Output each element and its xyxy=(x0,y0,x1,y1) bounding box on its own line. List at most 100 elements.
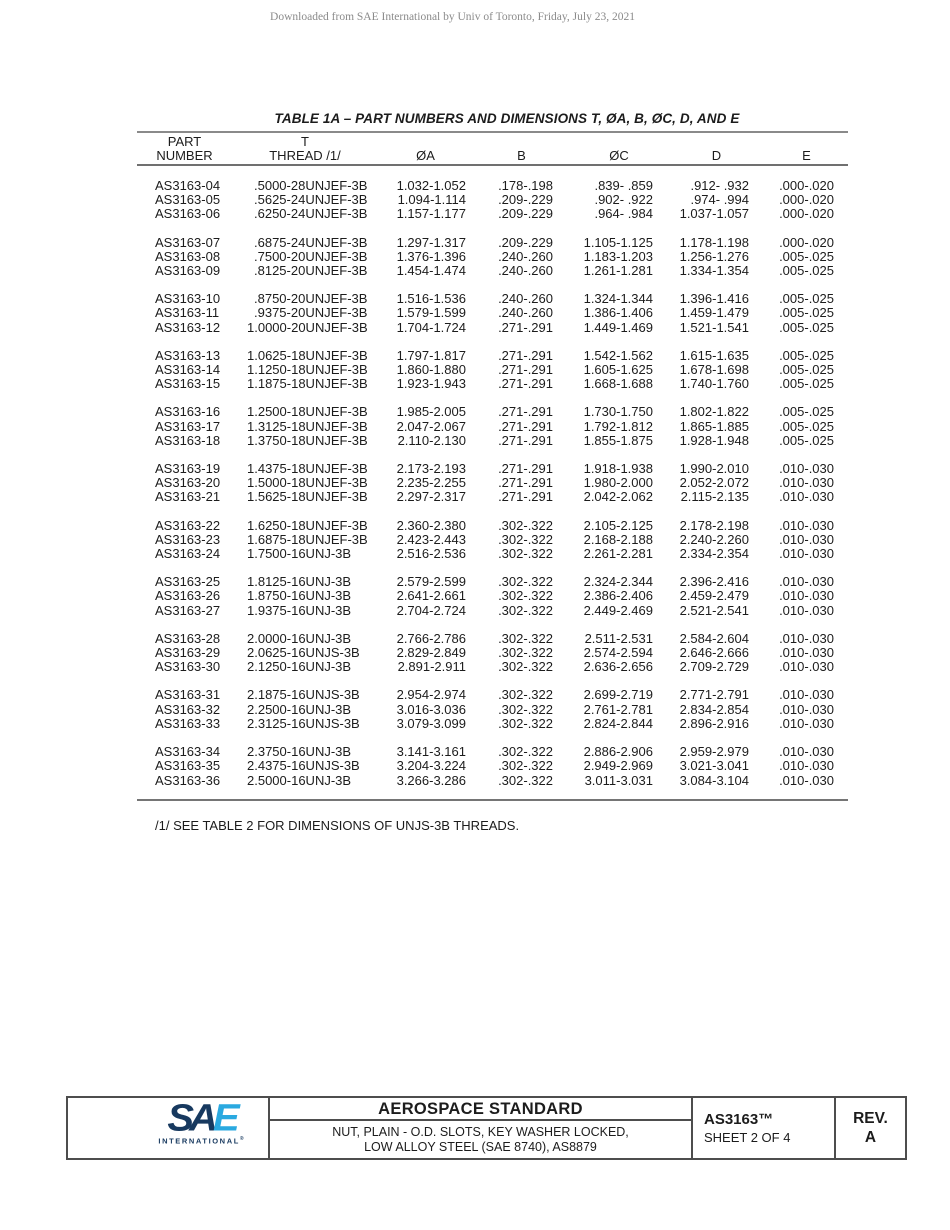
table-cell: 2.584-2.604 xyxy=(679,630,749,646)
table-cell: 3.141-3.161 xyxy=(396,744,466,760)
table-cell: AS3163-06 xyxy=(155,206,221,222)
table-cell: 2.324-2.344 xyxy=(583,574,653,590)
table-cell: 2.636-2.656 xyxy=(583,659,653,675)
table-cell: .005-.025 xyxy=(779,404,834,420)
table-cell: 3.079-3.099 xyxy=(396,715,466,731)
table-cell: 1.980-2.000 xyxy=(583,475,653,491)
table-cell: .178-.198 xyxy=(498,178,553,193)
table-row: AS3163-22 1.6250-18UNJEF-3B 2.360-2.380 .30… xyxy=(137,517,848,533)
column-header xyxy=(378,131,473,149)
table-cell: 1.396-1.416 xyxy=(679,291,749,307)
table-cell: 2.173-2.193 xyxy=(396,461,466,477)
column-header: THREAD /1/ xyxy=(232,149,378,166)
table-cell: .302-.322 xyxy=(498,517,553,533)
table-cell: AS3163-04 xyxy=(155,178,221,193)
table-cell: 1.990-2.010 xyxy=(679,461,749,477)
table-cell: 2.235-2.255 xyxy=(396,475,466,491)
table-cell: .010-.030 xyxy=(779,489,834,505)
subtitle-line-1: NUT, PLAIN - O.D. SLOTS, KEY WASHER LOCK… xyxy=(332,1124,629,1139)
table-cell: 1.105-1.125 xyxy=(583,234,653,250)
table-cell: .302-.322 xyxy=(498,659,553,675)
table-cell: 1.376-1.396 xyxy=(396,248,466,264)
table-row: AS3163-18 1.3750-18UNJEF-3B 2.110-2.130 .27… xyxy=(137,433,848,448)
row-spacer xyxy=(137,674,848,688)
table-cell: 2.3750-16UNJ-3B xyxy=(247,744,352,760)
table-cell: 1.5000-18UNJEF-3B xyxy=(247,475,368,491)
table-cell: .010-.030 xyxy=(779,659,834,675)
table-cell: .209-.229 xyxy=(498,234,553,250)
table-cell: 3.016-3.036 xyxy=(396,701,466,717)
table-row: AS3163-10 .8750-20UNJEF-3B 1.516-1.536 .240… xyxy=(137,292,848,306)
table-cell: 1.6875-18UNJEF-3B xyxy=(247,531,368,547)
table-cell: 1.918-1.938 xyxy=(583,461,653,477)
subtitle-line-2: LOW ALLOY STEEL (SAE 8740), AS8879 xyxy=(364,1139,597,1154)
table-row: AS3163-31 2.1875-16UNJS-3B 2.954-2.974 .302… xyxy=(137,688,848,702)
table-cell: 1.297-1.317 xyxy=(396,234,466,250)
table-cell: AS3163-24 xyxy=(155,546,221,562)
table-row: AS3163-35 2.4375-16UNJS-3B 3.204-3.224 .302… xyxy=(137,759,848,773)
document-subtitle: NUT, PLAIN - O.D. SLOTS, KEY WASHER LOCK… xyxy=(270,1121,691,1158)
table-cell: 1.094-1.114 xyxy=(397,192,466,208)
table-cell: .302-.322 xyxy=(498,758,553,774)
table-cell: 1.797-1.817 xyxy=(396,347,466,363)
footnote: /1/ SEE TABLE 2 FOR DIMENSIONS OF UNJS-3… xyxy=(155,818,520,833)
table-row: AS3163-05 .5625-24UNJEF-3B 1.094-1.114 .209… xyxy=(137,193,848,207)
table-cell: .302-.322 xyxy=(498,715,553,731)
row-spacer xyxy=(137,335,848,349)
row-spacer xyxy=(137,731,848,745)
table-row: AS3163-30 2.1250-16UNJ-3B 2.891-2.911 .302-… xyxy=(137,660,848,674)
table-cell: 2.178-2.198 xyxy=(679,517,749,533)
table-cell: 2.959-2.979 xyxy=(679,744,749,760)
table-cell: .000-.020 xyxy=(779,234,834,250)
table-cell: .902- .922 xyxy=(594,192,653,208)
table-cell: 3.204-3.224 xyxy=(396,758,466,774)
table-cell: 1.923-1.943 xyxy=(396,376,466,392)
table-cell: 2.521-2.541 xyxy=(679,602,749,618)
table-cell: 2.0000-16UNJ-3B xyxy=(247,630,352,646)
table-cell: AS3163-26 xyxy=(155,588,221,604)
table-cell: 2.0625-16UNJS-3B xyxy=(247,645,360,661)
table-cell: 1.0625-18UNJEF-3B xyxy=(247,347,368,363)
table-row: AS3163-06 .6250-24UNJEF-3B 1.157-1.177 .209… xyxy=(137,207,848,221)
table-cell: .964- .984 xyxy=(594,206,653,222)
title-block: SAE INTERNATIONAL® AEROSPACE STANDARD NU… xyxy=(66,1096,907,1160)
table-row: AS3163-24 1.7500-16UNJ-3B 2.516-2.536 .302-… xyxy=(137,546,848,562)
row-spacer xyxy=(137,222,848,236)
aerospace-standard-title: AEROSPACE STANDARD xyxy=(270,1098,691,1121)
table-cell: 2.766-2.786 xyxy=(396,630,466,646)
table-cell: 2.896-2.916 xyxy=(679,715,749,731)
table-cell: 1.0000-20UNJEF-3B xyxy=(247,319,368,335)
table-cell: .240-.260 xyxy=(498,263,553,279)
table-cell: AS3163-31 xyxy=(155,687,221,703)
table-cell: 2.261-2.281 xyxy=(583,546,653,562)
table-cell: .010-.030 xyxy=(779,574,834,590)
table-cell: 1.740-1.760 xyxy=(679,376,749,392)
column-header xyxy=(668,131,765,149)
table-cell: 2.699-2.719 xyxy=(583,687,653,703)
table-cell: .010-.030 xyxy=(779,602,834,618)
table-cell: .209-.229 xyxy=(498,192,553,208)
table-cell: .6875-24UNJEF-3B xyxy=(254,234,368,250)
table-cell: 3.011-3.031 xyxy=(584,772,653,788)
table-cell: .000-.020 xyxy=(779,206,834,222)
table-cell: 2.771-2.791 xyxy=(679,687,749,703)
standard-title-cell: AEROSPACE STANDARD NUT, PLAIN - O.D. SLO… xyxy=(268,1098,693,1158)
table-cell: 2.646-2.666 xyxy=(679,645,749,661)
column-header: D xyxy=(668,149,765,166)
table-cell: 1.8125-16UNJ-3B xyxy=(247,574,352,590)
row-spacer xyxy=(137,561,848,575)
table-cell: 2.829-2.849 xyxy=(396,645,466,661)
table-cell: 1.9375-16UNJ-3B xyxy=(247,602,352,618)
column-header: PART xyxy=(137,131,232,149)
table-cell: 2.5000-16UNJ-3B xyxy=(247,772,352,788)
table-row: AS3163-21 1.5625-18UNJEF-3B 2.297-2.317 .27… xyxy=(137,490,848,504)
table-cell: 2.824-2.844 xyxy=(583,715,653,731)
table-cell: 1.865-1.885 xyxy=(679,418,749,434)
table-cell: .209-.229 xyxy=(498,206,553,222)
table-cell: 1.037-1.057 xyxy=(679,206,749,222)
table-cell: 2.396-2.416 xyxy=(679,574,749,590)
table-cell: 1.454-1.474 xyxy=(396,263,466,279)
table-cell: .271-.291 xyxy=(498,319,553,335)
table-cell: .271-.291 xyxy=(498,347,553,363)
table-row: AS3163-33 2.3125-16UNJS-3B 3.079-3.099 .302… xyxy=(137,715,848,731)
